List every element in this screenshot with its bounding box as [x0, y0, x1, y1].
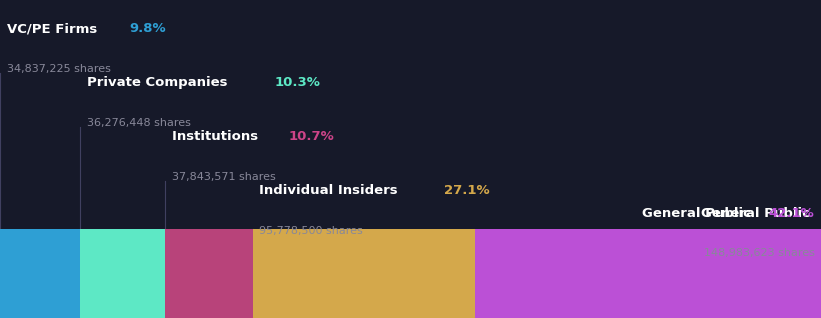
Text: 148,983,623 shares: 148,983,623 shares: [704, 248, 814, 258]
Text: Individual Insiders: Individual Insiders: [259, 184, 402, 197]
Text: 27.1%: 27.1%: [444, 184, 490, 197]
Text: 34,837,225 shares: 34,837,225 shares: [7, 64, 111, 73]
Text: 9.8%: 9.8%: [129, 22, 166, 35]
Bar: [165, 229, 253, 318]
Text: Private Companies: Private Companies: [87, 76, 232, 89]
Bar: [475, 229, 821, 318]
Bar: [80, 229, 165, 318]
Text: 36,276,448 shares: 36,276,448 shares: [87, 118, 191, 128]
Bar: [0, 229, 80, 318]
Text: VC/PE Firms: VC/PE Firms: [7, 22, 102, 35]
Text: Institutions: Institutions: [172, 130, 263, 143]
Text: 10.7%: 10.7%: [289, 130, 334, 143]
Text: 37,843,571 shares: 37,843,571 shares: [172, 172, 275, 182]
Text: 10.3%: 10.3%: [274, 76, 320, 89]
Bar: [253, 229, 475, 318]
Text: 95,778,500 shares: 95,778,500 shares: [259, 226, 363, 236]
Text: General Public: General Public: [642, 207, 755, 220]
Text: General Public: General Public: [701, 207, 814, 220]
Text: 42.1%: 42.1%: [768, 207, 814, 220]
